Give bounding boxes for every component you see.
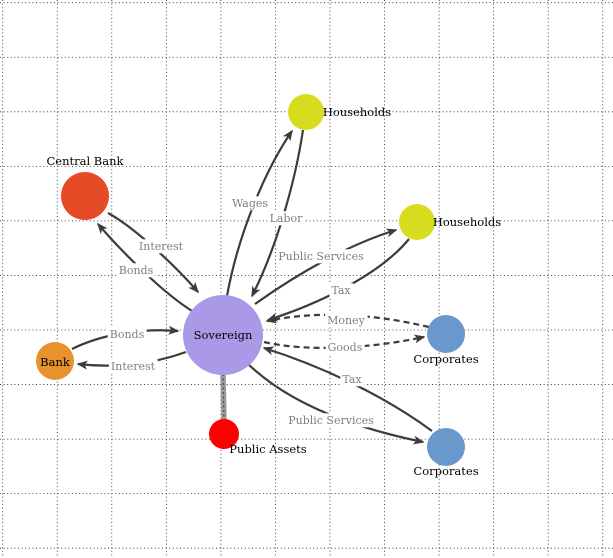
node-central-bank bbox=[61, 172, 109, 220]
edge-label-bg-public-services-corporates bbox=[286, 413, 377, 428]
node-label-public-assets: Public Assets bbox=[229, 442, 306, 456]
node-label-corporates-2: Corporates bbox=[413, 464, 478, 478]
edge-label-money: Money bbox=[327, 314, 365, 327]
edge-label-bonds-central-bank: Bonds bbox=[119, 264, 154, 277]
node-public-assets bbox=[209, 419, 239, 449]
edge-label-wages: Wages bbox=[232, 197, 268, 210]
edge-label-bg-goods bbox=[325, 340, 365, 355]
edge-label-bg-money bbox=[325, 313, 368, 328]
edge-label-labor: Labor bbox=[270, 212, 304, 225]
edge-label-bg-wages bbox=[229, 196, 271, 211]
edge-label-bg-interest-bank bbox=[108, 359, 158, 374]
node-labels-layer: Sovereign Central Bank Bank Households House… bbox=[40, 105, 501, 478]
edge-label-bg-tax-households bbox=[329, 283, 354, 298]
edge-label-bg-public-services-households bbox=[276, 249, 367, 264]
edge-label-bonds-bank: Bonds bbox=[110, 328, 145, 341]
node-households-1 bbox=[288, 94, 324, 130]
edge-label-bg-tax-corporates bbox=[340, 372, 365, 387]
edges-layer bbox=[71, 129, 433, 445]
node-sovereign bbox=[183, 295, 263, 375]
edge-public-assets-link-core bbox=[222, 373, 225, 421]
edge-label-goods: Goods bbox=[328, 341, 363, 354]
edge-label-tax-corporates: Tax bbox=[342, 373, 362, 386]
node-corporates-2 bbox=[427, 428, 465, 466]
node-households-2 bbox=[399, 204, 435, 240]
edge-label-interest-central-bank: Interest bbox=[139, 240, 184, 253]
edge-label-bg-bonds-central-bank bbox=[116, 263, 156, 278]
node-label-corporates-1: Corporates bbox=[413, 352, 478, 366]
edge-label-bg-bonds-bank bbox=[107, 327, 147, 342]
edge-label-public-services-corporates: Public Services bbox=[288, 414, 374, 427]
edge-label-tax-households: Tax bbox=[331, 284, 351, 297]
edge-label-bg-labor bbox=[267, 211, 306, 226]
node-label-bank: Bank bbox=[40, 355, 71, 369]
node-corporates-1 bbox=[427, 315, 465, 353]
edge-money bbox=[265, 313, 430, 329]
node-label-central-bank: Central Bank bbox=[46, 154, 124, 168]
edge-label-bg-interest-central-bank bbox=[136, 239, 186, 254]
node-label-households-1: Households bbox=[323, 105, 391, 119]
node-label-sovereign: Sovereign bbox=[194, 328, 253, 342]
edge-label-public-services-households: Public Services bbox=[278, 250, 364, 263]
edge-public-services-corporates bbox=[246, 362, 425, 445]
nodes-layer bbox=[36, 94, 465, 466]
edge-label-interest-bank: Interest bbox=[111, 360, 156, 373]
node-bank bbox=[36, 342, 74, 380]
node-label-households-2: Households bbox=[433, 215, 501, 229]
